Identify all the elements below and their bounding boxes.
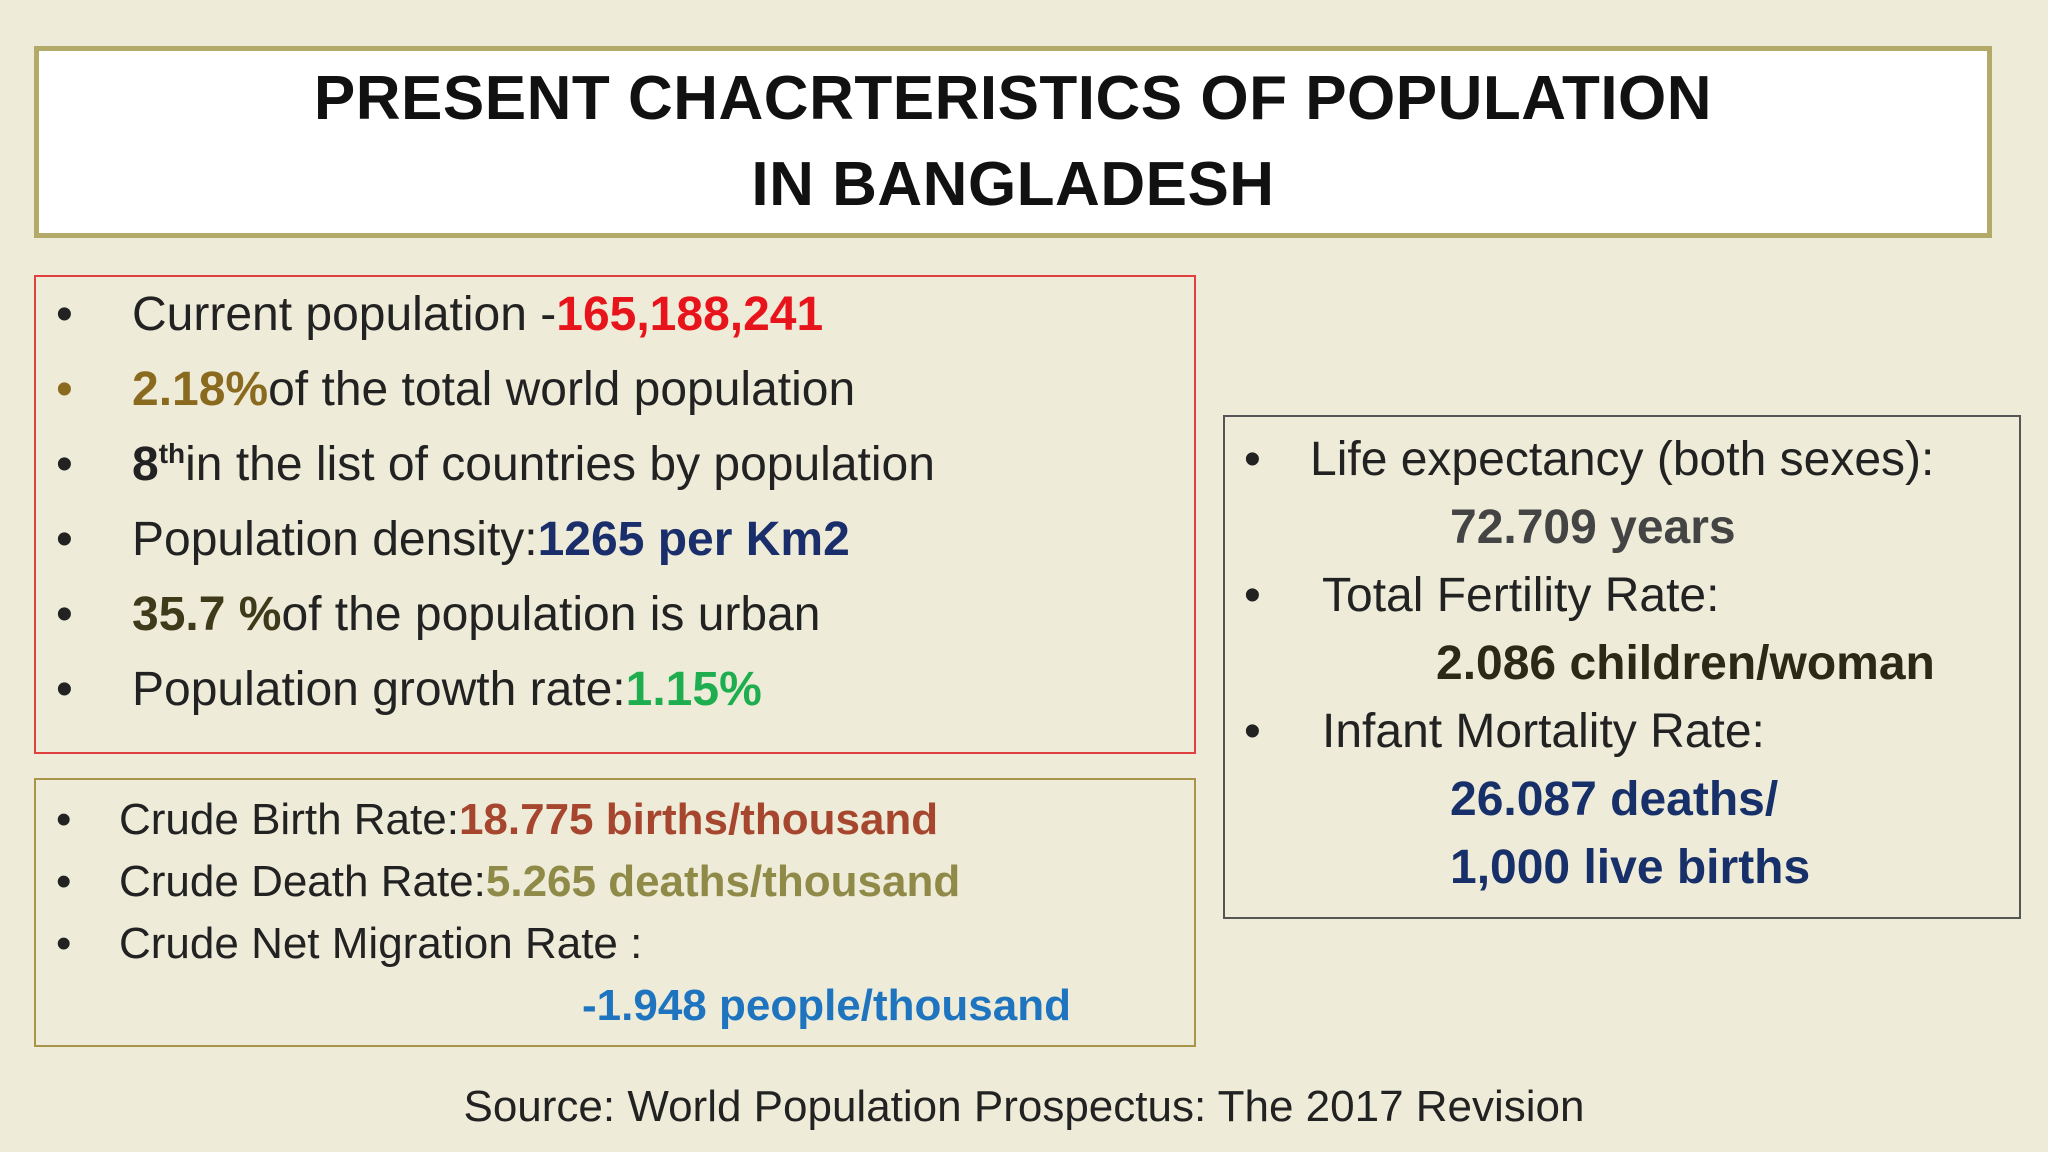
health-indicators-box [1223,415,2021,919]
fertility-value: 2.086 children/woman [1436,637,1935,690]
bullet-icon: • [1244,433,1261,486]
list-item-growth: • Population growth rate: 1.15% [56,663,762,716]
list-item-migration-rate: • Crude Net Migration Rate : [56,919,643,968]
list-item-life-expectancy: • Life expectancy (both sexes): [1244,433,1935,486]
list-item-current-population: • Current population - 165,188,241 [56,288,824,341]
bullet-icon: • [56,663,73,716]
list-item-rank: • 8th in the list of countries by popula… [56,438,935,491]
page-title-line1: PRESENT CHACRTERISTICS OF POPULATION [313,64,1713,133]
bullet-icon: • [56,288,73,341]
page-title-line2: IN BANGLADESH [751,150,1275,219]
migration-rate-value: -1.948 people/thousand [582,981,1071,1030]
life-expectancy-value: 72.709 years [1450,501,1736,554]
list-item-infant-mortality: • Infant Mortality Rate: [1244,705,1765,758]
world-share-value: 2.18% [132,363,269,416]
density-value: 1265 per Km2 [537,513,850,566]
title-box: PRESENT CHACRTERISTICS OF POPULATION IN … [34,46,1992,238]
urban-value: 35.7 % [132,588,282,641]
growth-value: 1.15% [625,663,762,716]
population-summary-box [34,275,1196,754]
bullet-icon: • [56,857,72,906]
list-item-world-share: • 2.18% of the total world population [56,363,856,416]
infant-mortality-value-line1: 26.087 deaths/ [1450,773,1779,826]
bullet-icon: • [1244,705,1261,758]
bullet-icon: • [56,795,72,844]
vital-rates-box [34,778,1196,1047]
birth-rate-value: 18.775 births/thousand [458,795,939,844]
bullet-icon: • [56,588,73,641]
bullet-icon: • [56,438,73,491]
death-rate-value: 5.265 deaths/thousand [485,857,961,906]
list-item-birth-rate: • Crude Birth Rate: 18.775 births/thousa… [56,795,939,844]
list-item-density: • Population density: 1265 per Km2 [56,513,850,566]
source-note: Source: World Population Prospectus: The… [463,1082,1585,1131]
infant-mortality-value-line2: 1,000 live births [1450,841,1811,894]
bullet-icon: • [56,363,73,416]
current-population-value: 165,188,241 [556,288,824,341]
list-item-fertility: • Total Fertility Rate: [1244,569,1720,622]
list-item-death-rate: • Crude Death Rate: 5.265 deaths/thousan… [56,857,961,906]
bullet-icon: • [56,919,72,968]
bullet-icon: • [56,513,73,566]
bullet-icon: • [1244,569,1261,622]
list-item-urban: • 35.7 % of the population is urban [56,588,821,641]
rank-value: 8th [132,438,186,491]
